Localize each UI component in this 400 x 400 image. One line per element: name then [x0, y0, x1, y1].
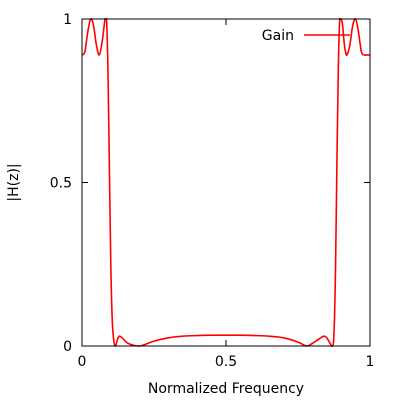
x-tick-label-2: 1	[366, 354, 375, 370]
x-tick-label-0: 0	[78, 354, 87, 370]
y-tick-label-0: 0	[63, 339, 72, 355]
legend-label-gain: Gain	[262, 28, 294, 44]
y-tick-label-1: 0.5	[50, 176, 72, 192]
axis-tick-labels: 0 0.5 1 0 0.5 1	[50, 12, 375, 370]
plot-clip	[82, 18, 370, 347]
y-tick-label-2: 1	[63, 12, 72, 28]
y-axis-label: |H(z)|	[6, 163, 22, 201]
x-tick-label-1: 0.5	[215, 354, 237, 370]
plot-frame	[81, 18, 371, 347]
legend: Gain	[262, 28, 350, 44]
x-axis-label: Normalized Frequency	[148, 381, 304, 397]
series-line-gain	[82, 18, 370, 347]
